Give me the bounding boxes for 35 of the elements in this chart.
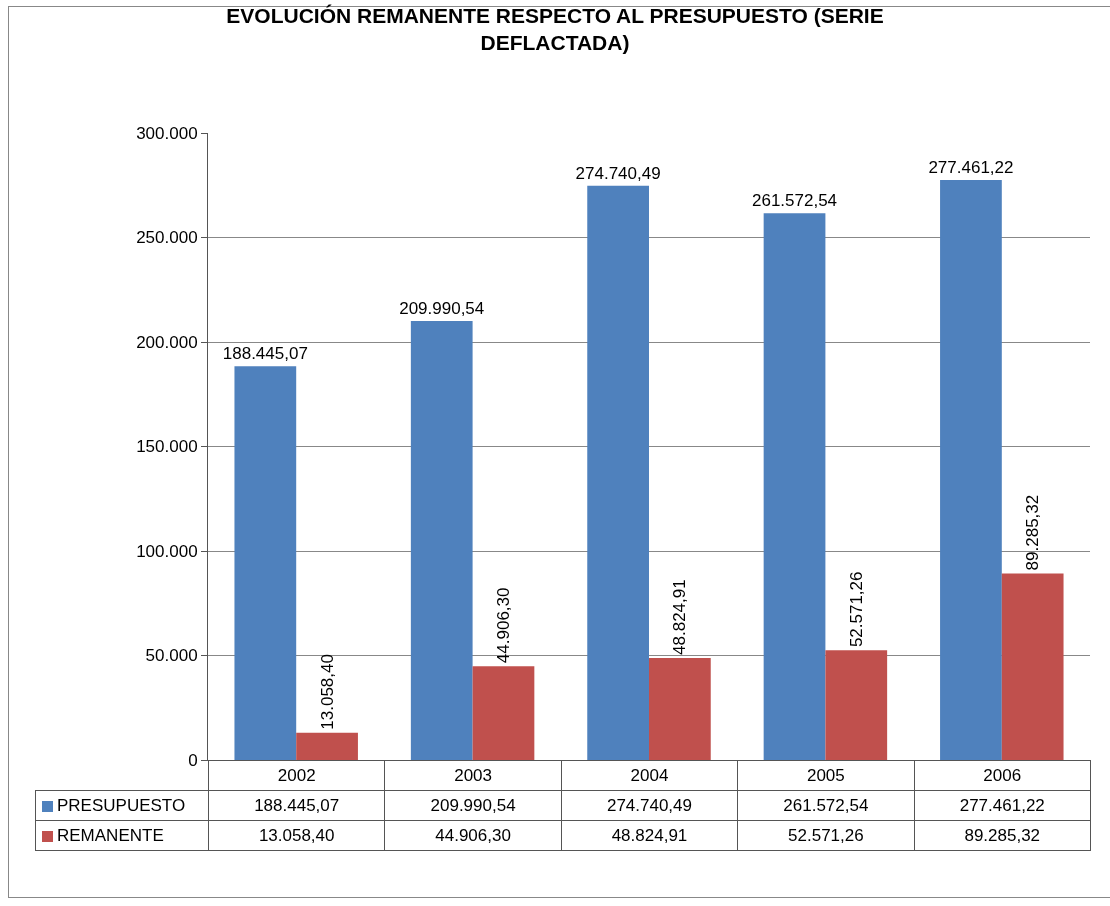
x-tick-label: 2002 (208, 760, 385, 791)
data-label: 188.445,07 (208, 790, 385, 821)
text: 89.285,32 (1023, 494, 1043, 571)
text: 209.990,54 (399, 299, 485, 319)
y-tick-label: 300.000 (136, 123, 198, 143)
text: 48.824,91 (670, 579, 690, 655)
data-label: 13.058,40 (208, 820, 385, 851)
chart-title: EVOLUCIÓN REMANENTE RESPECTO AL PRESUPUESTO (SERIE DEFLACTADA) (226, 3, 884, 54)
x-tick-label: 2006 (914, 760, 1091, 791)
text: 277.461,22 (928, 158, 1014, 178)
data-label: 89.285,32 (914, 820, 1091, 851)
legend-label: PRESUPUESTO (35, 790, 209, 821)
x-tick-label: 2004 (561, 760, 738, 791)
y-tick-label: 150.000 (136, 437, 198, 457)
y-tick-label: 50.000 (145, 646, 198, 666)
text: 274.740,49 (575, 163, 661, 183)
data-label: 261.572,54 (737, 790, 915, 821)
data-label: 52.571,26 (737, 820, 915, 851)
data-label: 274.740,49 (561, 790, 738, 821)
y-tick-label: 200.000 (136, 332, 198, 352)
text: 188.445,07 (222, 344, 308, 364)
data-label: 277.461,22 (914, 790, 1091, 821)
data-label: 44.906,30 (384, 820, 562, 851)
text: 52.571,26 (846, 571, 866, 648)
data-label: 48.824,91 (561, 820, 738, 851)
y-tick-label: 250.000 (136, 228, 198, 248)
y-tick-label: 0 (188, 750, 198, 770)
text: 13.058,40 (317, 654, 337, 730)
text: 261.572,54 (751, 191, 838, 211)
x-tick-label: 2003 (384, 760, 562, 791)
text: 44.906,30 (493, 587, 513, 664)
y-tick-label: 100.000 (136, 541, 198, 561)
legend-label: REMANENTE (35, 820, 209, 851)
data-label: 209.990,54 (384, 790, 562, 821)
x-tick-label: 2005 (737, 760, 915, 791)
